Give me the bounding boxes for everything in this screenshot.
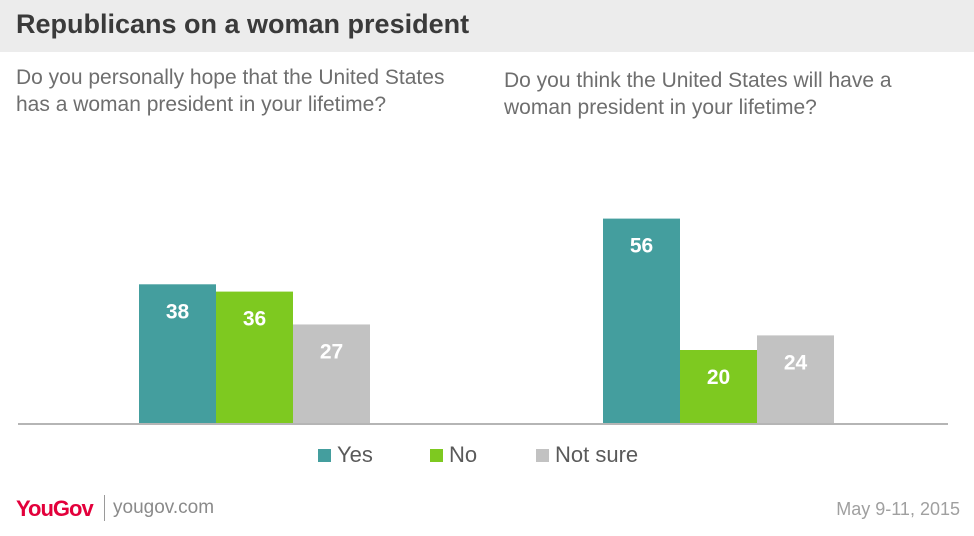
data-label-q2-not-sure: 24 — [784, 351, 808, 374]
bar-q2-yes — [603, 218, 680, 423]
legend-label-not-sure: Not sure — [555, 442, 639, 467]
legend-label-no: No — [449, 442, 478, 467]
bar-chart: 38 36 27 56 20 24 — [18, 218, 948, 425]
legend-item-no: No — [430, 442, 477, 468]
legend-item-yes: Yes — [318, 442, 373, 468]
data-label-q2-no: 20 — [707, 366, 730, 389]
question-1-text: Do you personally hope that the United S… — [16, 66, 445, 116]
legend-label-yes: Yes — [337, 442, 373, 467]
data-label-q1-not-sure: 27 — [320, 340, 343, 363]
data-label-q2-yes: 56 — [630, 235, 653, 258]
bar-q1-yes — [139, 284, 216, 423]
legend-swatch-no — [430, 448, 443, 462]
title-bar: Republicans on a woman president — [0, 0, 974, 52]
footer-url: yougov.com — [113, 497, 215, 518]
question-2-text: Do you think the United States will have… — [504, 69, 892, 119]
legend-swatch-yes — [318, 448, 331, 462]
footer-date: May 9-11, 2015 — [836, 499, 960, 519]
page-title: Republicans on a woman president — [16, 9, 470, 39]
bar-q1-no — [216, 291, 293, 423]
yougov-logo: YouGov — [16, 496, 94, 521]
bar-q1-not-sure — [293, 324, 370, 423]
data-label-q1-no: 36 — [243, 308, 266, 331]
legend-item-not-sure: Not sure — [536, 442, 638, 468]
footer-divider — [104, 495, 105, 521]
legend-swatch-not-sure — [536, 448, 549, 462]
data-label-q1-yes: 38 — [166, 300, 190, 323]
bar-q2-no — [680, 350, 757, 423]
bar-q2-not-sure — [757, 335, 834, 423]
